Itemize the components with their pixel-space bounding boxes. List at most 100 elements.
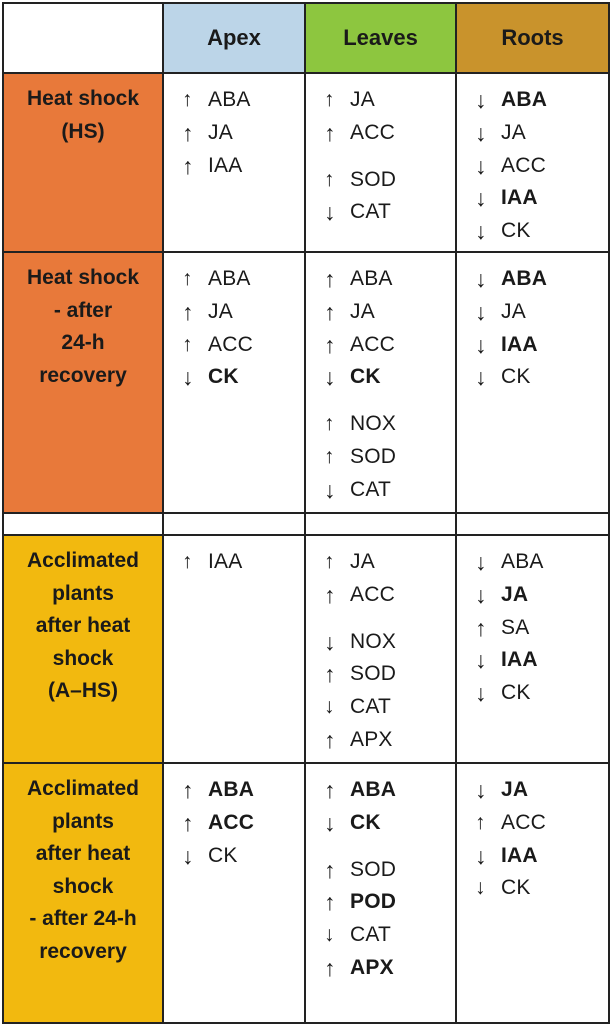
hormone-entry: ↑ ABA: [182, 774, 304, 807]
arrow-up-icon: ↑: [324, 266, 336, 292]
arrow-up-icon: ↑: [182, 777, 194, 803]
hormone-entry: ↓ CK: [475, 361, 608, 394]
hormone-name: IAA: [501, 843, 538, 867]
hormone-entry: ↓ CK: [324, 361, 455, 394]
hormone-entry: ↓ IAA: [475, 840, 608, 873]
hormone-name: NOX: [350, 629, 397, 653]
hormone-name: ACC: [350, 582, 395, 606]
hormone-name: ABA: [208, 88, 251, 111]
arrow-up-icon: ↑: [324, 167, 335, 191]
hormone-entry: ↓ CK: [182, 840, 304, 873]
hormone-name: CK: [501, 681, 531, 705]
hormone-name: ABA: [501, 267, 548, 290]
arrow-up-icon: ↑: [324, 444, 335, 468]
arrow-down-icon: ↓: [475, 647, 487, 674]
hormone-name: CK: [501, 365, 531, 389]
arrow-up-icon: ↑: [324, 412, 335, 436]
hormone-entry: ↓ CAT: [324, 919, 455, 952]
cell-hs-recovery-leaves: ↑ ABA ↑ JA ↑ ACC ↓ CK ↑ NOX ↑ SOD ↓ CAT: [306, 253, 457, 514]
hormone-entry: ↓ ABA: [475, 84, 608, 117]
cell-ahs-apex: ↑ IAA: [164, 536, 306, 764]
hormone-entry: ↑ ACC: [324, 117, 455, 150]
hormone-entry: ↑ JA: [324, 84, 455, 117]
spacer-cell: [306, 514, 457, 536]
arrow-up-icon: ↑: [182, 809, 194, 836]
arrow-down-icon: ↓: [475, 266, 487, 292]
arrow-down-icon: ↓: [475, 119, 487, 146]
arrow-down-icon: ↓: [475, 185, 487, 212]
hormone-name: IAA: [501, 186, 538, 210]
hormone-name: JA: [501, 299, 526, 323]
spacer-cell: [4, 514, 164, 536]
hormone-name: ACC: [501, 810, 546, 834]
hormone-entry: ↑ ACC: [324, 579, 455, 612]
arrow-up-icon: ↑: [182, 550, 193, 573]
arrow-up-icon: ↑: [324, 550, 335, 573]
arrow-up-icon: ↑: [324, 331, 336, 358]
arrow-up-icon: ↑: [182, 152, 194, 179]
hormone-entry: ↓ CK: [475, 872, 608, 905]
hormone-name: JA: [350, 299, 375, 323]
row-label-ahs: Acclimated plants after heat shock (A–HS…: [4, 536, 164, 764]
arrow-down-icon: ↓: [475, 549, 487, 575]
apex-header: Apex: [164, 4, 306, 74]
hormone-name: JA: [501, 778, 529, 801]
hormone-entry: ↓ CK: [475, 677, 608, 710]
hormone-entry: ↓ ABA: [475, 546, 608, 579]
arrow-down-icon: ↓: [475, 152, 487, 179]
arrow-up-icon: ↑: [324, 119, 336, 146]
hormone-entry: ↑ JA: [182, 117, 304, 150]
cell-ahs-leaves: ↑ JA ↑ ACC ↓ NOX ↑ SOD ↓ CAT ↑ APX: [306, 536, 457, 764]
hormone-name: NOX: [350, 412, 397, 436]
arrow-down-icon: ↓: [324, 364, 336, 391]
hormone-name: IAA: [501, 648, 538, 672]
hormone-name: ACC: [501, 153, 546, 177]
hormone-entry: ↑ IAA: [182, 546, 304, 579]
hormone-name: ACC: [208, 332, 253, 356]
row-label-text: Acclimated plants after heat shock - aft…: [26, 777, 140, 963]
hormone-name: ABA: [350, 778, 397, 801]
hormone-name: ACC: [350, 332, 395, 356]
row-label-ahs-recovery: Acclimated plants after heat shock - aft…: [4, 764, 164, 1022]
cell-ahs-recovery-roots: ↓ JA ↑ ACC ↓ IAA ↓ CK: [457, 764, 608, 1022]
hormone-entry: ↓ JA: [475, 296, 608, 329]
hormone-entry: ↑ SOD: [324, 658, 455, 691]
leaves-header-label: Leaves: [343, 25, 418, 50]
arrow-up-icon: ↑: [475, 614, 487, 641]
hormone-entry: ↓ CK: [475, 215, 608, 248]
hormone-entry: ↑ ABA: [182, 263, 304, 296]
arrow-up-icon: ↑: [182, 332, 193, 356]
hormone-name: CK: [208, 843, 238, 867]
hormone-entry: ↓ ACC: [475, 150, 608, 183]
hormone-name: ACC: [350, 120, 395, 144]
arrow-up-icon: ↑: [324, 726, 336, 753]
hormone-entry: ↑ SOD: [324, 164, 455, 197]
row-label-hs: Heat shock (HS): [4, 74, 164, 253]
arrow-up-icon: ↑: [182, 119, 194, 146]
hormone-name: POD: [350, 890, 397, 914]
hormone-entry: ↓ CK: [182, 361, 304, 394]
hormone-entry: ↑ ABA: [182, 84, 304, 117]
spacer-cell: [164, 514, 306, 536]
hormone-name: JA: [208, 120, 233, 144]
row-label-text: Heat shock (HS): [26, 87, 140, 143]
hormone-name: ABA: [501, 88, 548, 111]
hormone-name: CK: [501, 876, 531, 900]
arrow-up-icon: ↑: [182, 88, 193, 111]
hormone-entry: ↓ IAA: [475, 182, 608, 215]
apex-header-label: Apex: [207, 25, 261, 50]
roots-header-label: Roots: [501, 25, 564, 50]
hormone-entry: ↑ NOX: [324, 408, 455, 441]
hormone-name: ABA: [208, 267, 251, 290]
row-label-text: Acclimated plants after heat shock (A–HS…: [26, 549, 140, 702]
hormone-entry: ↑ ACC: [182, 807, 304, 840]
hormone-entry: ↓ IAA: [475, 644, 608, 677]
hormone-name: SOD: [350, 444, 397, 468]
cell-hs-apex: ↑ ABA ↑ JA ↑ IAA: [164, 74, 306, 253]
arrow-down-icon: ↓: [182, 842, 194, 869]
hormone-entry: ↑ IAA: [182, 150, 304, 183]
arrow-up-icon: ↑: [324, 661, 336, 688]
hormone-name: ABA: [208, 778, 255, 801]
hormone-name: CAT: [350, 200, 392, 224]
hormone-name: IAA: [208, 153, 243, 177]
